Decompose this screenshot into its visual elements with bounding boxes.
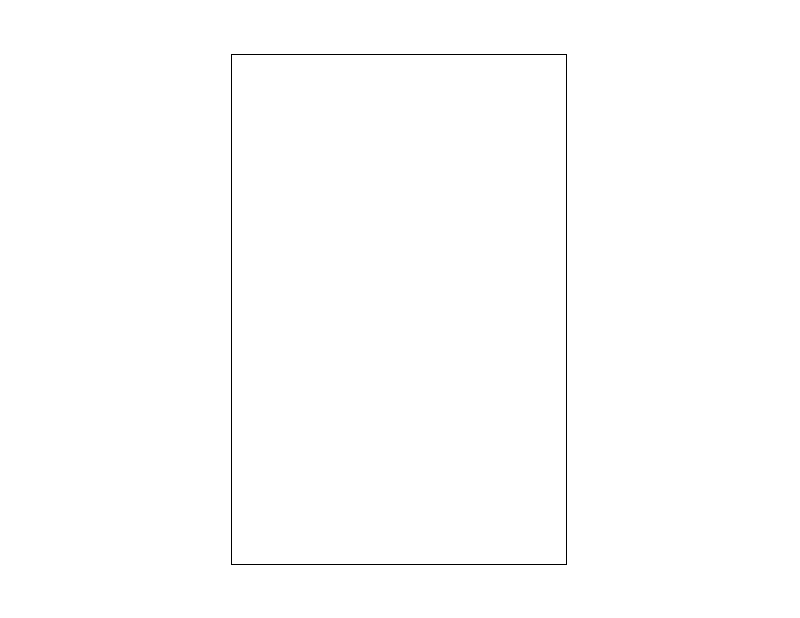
colorbar — [666, 66, 730, 566]
map-frame — [231, 54, 567, 565]
streamline-overlay-canvas — [232, 55, 566, 564]
